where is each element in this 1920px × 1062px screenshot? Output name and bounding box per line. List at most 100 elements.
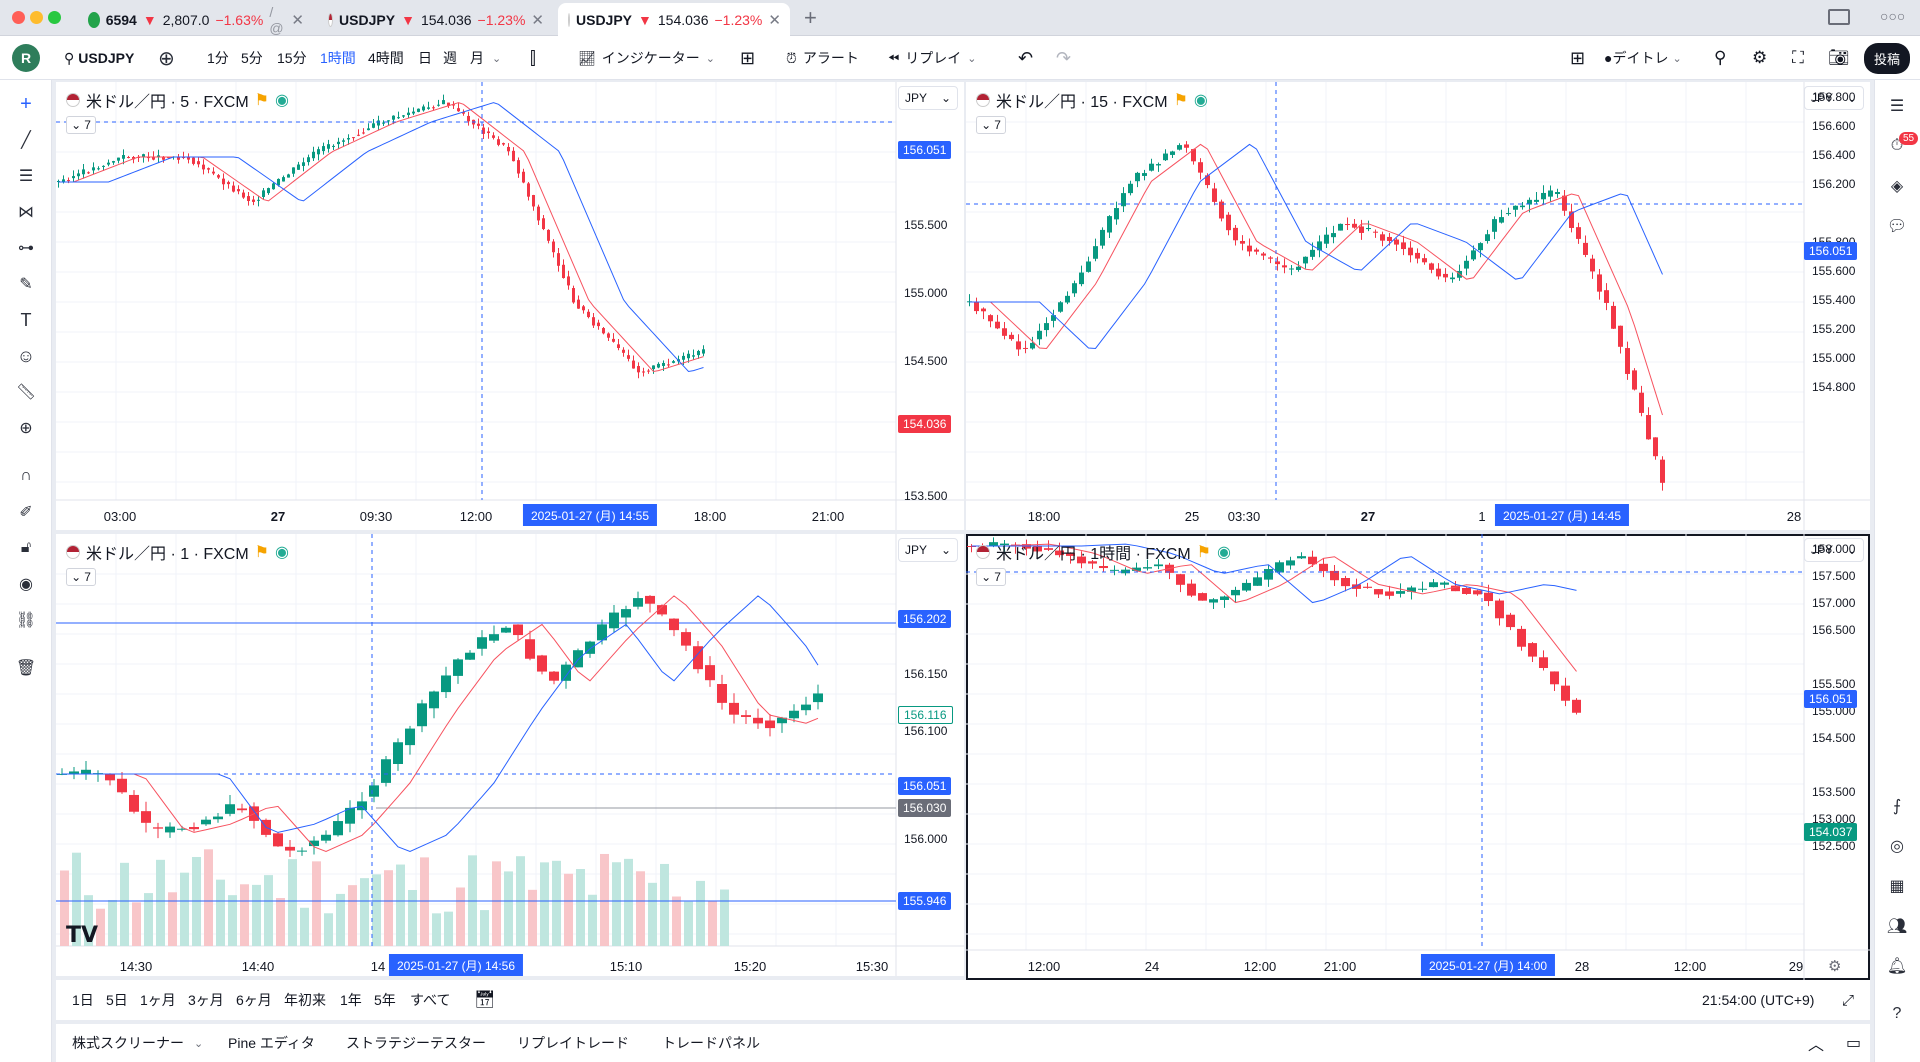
compare-add-icon[interactable]: ⊕: [158, 47, 175, 70]
chart-panel-15m[interactable]: 米ドル／円 · 15 · FXCM ⚑ ◉ ⌄ 7 JPY ⌄ 156.800 156…: [966, 82, 1870, 530]
candles-icon[interactable]: ⫿: [530, 47, 536, 68]
close-window-button[interactable]: [12, 11, 25, 24]
indicators-toggle[interactable]: ⌄ 7: [976, 116, 1006, 134]
browser-tab-usdjpy-2[interactable]: USDJPY ▼ 154.036 −1.23% ✕: [558, 3, 790, 36]
chart-canvas[interactable]: [56, 534, 964, 976]
settings-icon[interactable]: ⚙: [1752, 48, 1768, 67]
timezone-clock[interactable]: 21:54:00 (UTC+9): [1702, 992, 1815, 1008]
chart-canvas[interactable]: [966, 82, 1870, 530]
range-ytd[interactable]: 年初来: [284, 992, 326, 1008]
ruler-icon[interactable]: 📏︎: [15, 384, 37, 401]
interval-week[interactable]: 週: [443, 50, 457, 66]
currency-select[interactable]: JPY ⌄: [898, 86, 958, 110]
range-1y[interactable]: 1年: [340, 992, 362, 1008]
publish-button[interactable]: 投稿: [1864, 36, 1911, 80]
currency-select[interactable]: JPY ⌄: [1804, 86, 1864, 110]
calendar-icon[interactable]: ▦: [1889, 878, 1905, 895]
trend-line-icon[interactable]: ╱: [21, 132, 31, 149]
flag-icon[interactable]: ⚑: [254, 92, 270, 109]
chat-icon[interactable]: 💬︎: [1886, 218, 1908, 235]
layout-icon[interactable]: [1828, 9, 1850, 25]
range-3m[interactable]: 3ヶ月: [188, 992, 224, 1008]
flag-icon[interactable]: ⚑: [1196, 544, 1212, 561]
layout-grid-icon[interactable]: ⊞: [1570, 47, 1586, 68]
redo-icon[interactable]: ↷: [1056, 47, 1072, 68]
axis-settings-icon[interactable]: ⚙: [1828, 958, 1842, 975]
text-icon[interactable]: T: [20, 309, 32, 330]
lock-drawing-icon[interactable]: ✐: [19, 504, 33, 521]
indicators-toggle[interactable]: ⌄ 7: [66, 568, 96, 586]
interval-month[interactable]: 月: [470, 50, 484, 66]
lock-icon[interactable]: 🔓︎: [20, 539, 32, 556]
chart-panel-5m[interactable]: 米ドル／円 · 5 · FXCM ⚑ ◉ ⌄ 7 JPY ⌄ 155.500 155…: [56, 82, 964, 530]
range-5y[interactable]: 5年: [374, 992, 396, 1008]
tab-strategy-tester[interactable]: ストラテジーテスター: [346, 1035, 486, 1051]
layers-icon[interactable]: ◈: [1890, 178, 1904, 195]
symbol-search[interactable]: ⚲ USDJPY: [64, 36, 134, 80]
tab-stock-screener[interactable]: 株式スクリーナー ⌄: [72, 1024, 203, 1062]
interval-15m[interactable]: 15分: [277, 50, 307, 66]
link-icon[interactable]: ⛓︎: [15, 612, 37, 629]
range-6m[interactable]: 6ヶ月: [236, 992, 272, 1008]
tab-replay-trade[interactable]: リプレイトレード: [517, 1035, 629, 1051]
community-icon[interactable]: 👥︎: [1886, 918, 1908, 935]
new-tab-icon[interactable]: +: [804, 5, 817, 30]
range-1m[interactable]: 1ヶ月: [140, 992, 176, 1008]
close-tab-icon[interactable]: ✕: [768, 11, 781, 29]
quick-search-icon[interactable]: ⚲: [1714, 48, 1727, 67]
tab-pine-editor[interactable]: Pine エディタ: [228, 1035, 315, 1051]
interval-dropdown-icon[interactable]: ⌄: [492, 52, 502, 65]
eye-icon[interactable]: ◉: [19, 576, 33, 593]
undo-icon[interactable]: ↶: [1018, 47, 1034, 68]
replay-button[interactable]: ⏪︎ リプレイ ⌄: [888, 36, 976, 80]
expand-icon[interactable]: ⤢: [1842, 991, 1855, 1009]
currency-select[interactable]: JPY ⌄: [1804, 538, 1864, 562]
chart-canvas[interactable]: [56, 82, 964, 530]
range-1d[interactable]: 1日: [72, 992, 94, 1008]
templates-icon[interactable]: ⊞: [740, 47, 756, 68]
flag-icon[interactable]: ⚑: [1173, 92, 1188, 109]
indicators-button[interactable]: 📈︎ インジケーター ⌄: [578, 36, 715, 80]
notifications-icon[interactable]: 🔔︎: [1886, 958, 1908, 975]
minimize-window-button[interactable]: [30, 11, 43, 24]
currency-select[interactable]: JPY ⌄: [898, 538, 958, 562]
avatar[interactable]: R: [12, 36, 40, 80]
pattern-icon[interactable]: ⋈: [18, 204, 34, 221]
maximize-panel-icon[interactable]: ▭: [1846, 1035, 1862, 1052]
target-icon[interactable]: ◎: [1890, 838, 1904, 855]
chart-canvas[interactable]: [966, 534, 1870, 980]
flag-icon[interactable]: ⚑: [254, 544, 270, 561]
interval-5m[interactable]: 5分: [241, 50, 263, 66]
brush-icon[interactable]: ✎: [19, 276, 33, 293]
interval-1m[interactable]: 1分: [207, 50, 229, 66]
goto-date-icon[interactable]: 📅︎: [474, 990, 496, 1009]
chart-panel-1h[interactable]: 米ドル／円 · 1時間 · FXCM ⚑ ◉ ⌄ 7 JPY ⌄ 158.000 15…: [966, 534, 1870, 980]
fib-icon[interactable]: ☰: [18, 168, 34, 185]
emoji-icon[interactable]: ☺: [16, 345, 36, 366]
more-icon[interactable]: ○○○: [1880, 8, 1906, 24]
help-icon[interactable]: ?: [1892, 1005, 1902, 1022]
watchlist-icon[interactable]: ☰: [1889, 98, 1905, 115]
indicators-toggle[interactable]: ⌄ 7: [976, 568, 1006, 586]
camera-icon[interactable]: 📷︎: [1828, 48, 1850, 67]
indicators-toggle[interactable]: ⌄ 7: [66, 116, 96, 134]
crosshair-icon[interactable]: +: [20, 92, 32, 115]
range-all[interactable]: すべて: [410, 992, 451, 1008]
analytics-icon[interactable]: ⨍: [1892, 798, 1902, 815]
interval-1h[interactable]: 1時間: [320, 50, 356, 66]
trash-icon[interactable]: 🗑︎: [15, 660, 37, 677]
tab-trade-panel[interactable]: トレードパネル: [662, 1035, 760, 1051]
browser-tab-6594[interactable]: 6594 ▼ 2,807.0 −1.63% / @ ✕: [78, 3, 314, 36]
interval-day[interactable]: 日: [418, 50, 432, 66]
close-tab-icon[interactable]: ✕: [531, 11, 544, 29]
fullscreen-icon[interactable]: ⛶: [1792, 48, 1804, 67]
chart-panel-1m[interactable]: 米ドル／円 · 1 · FXCM ⚑ ◉ ⌄ 7 JPY ⌄ 156.150 156…: [56, 534, 964, 976]
zoom-window-button[interactable]: [48, 11, 61, 24]
magnet-icon[interactable]: ∩: [20, 467, 32, 484]
interval-4h[interactable]: 4時間: [368, 50, 404, 66]
range-5d[interactable]: 5日: [106, 992, 128, 1008]
forecast-icon[interactable]: ⊶: [18, 240, 34, 257]
alert-button[interactable]: ⏰︎ アラート: [786, 36, 859, 80]
browser-tab-usdjpy-1[interactable]: USDJPY ▼ 154.036 −1.23% ✕: [318, 3, 554, 36]
chevron-up-icon[interactable]: ︿: [1808, 1037, 1825, 1054]
